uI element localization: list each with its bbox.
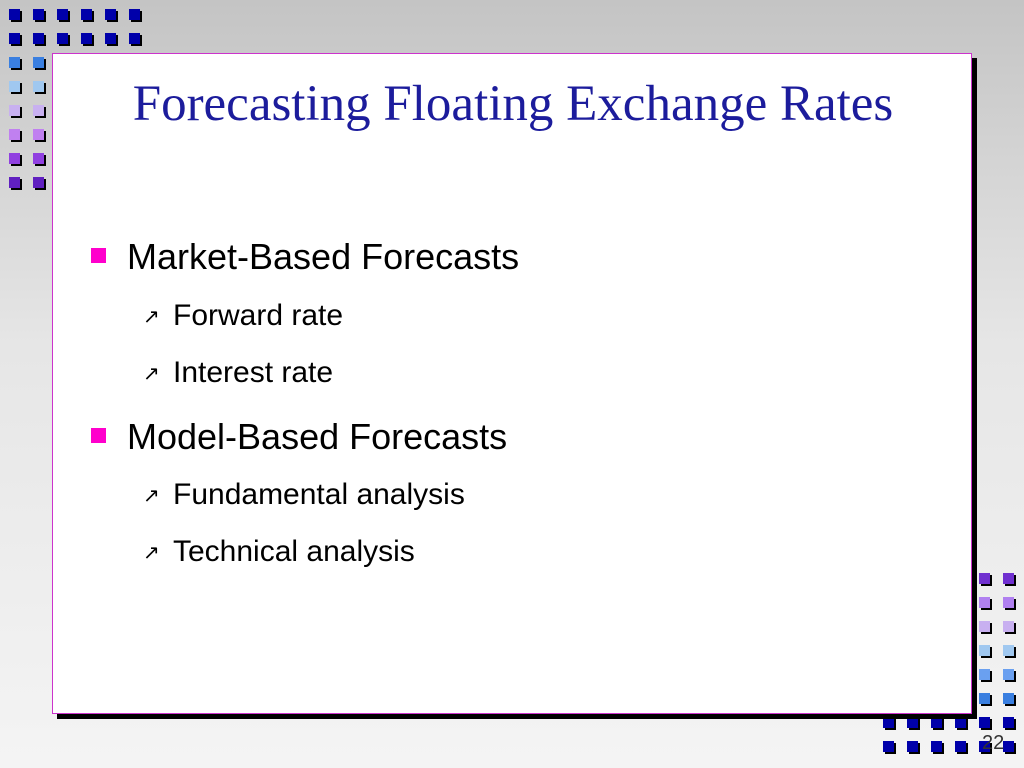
square: [33, 105, 44, 116]
bullet: Model-Based Forecasts: [91, 416, 508, 458]
square: [33, 33, 44, 44]
arrow: ↗: [143, 483, 160, 507]
square: [33, 9, 44, 20]
square: [9, 105, 20, 116]
sub-item: ↗ Interest rate: [143, 356, 334, 390]
square: [979, 645, 990, 656]
bullet: Market-Based Forecasts: [91, 236, 520, 278]
square: [883, 717, 894, 728]
square: [907, 717, 918, 728]
square: [931, 741, 942, 752]
square: [9, 129, 20, 140]
square: [955, 741, 966, 752]
square: [9, 57, 20, 68]
sub-item: ↗ Fundamental analysis: [143, 478, 465, 512]
page-number: 22: [982, 732, 1005, 754]
square: [1003, 693, 1014, 704]
square: [129, 9, 140, 20]
sub-item: ↗ Forward rate: [143, 299, 344, 333]
square: [129, 33, 140, 44]
square: [9, 177, 20, 188]
arrow: ↗: [143, 361, 160, 385]
slide-title: Forecasting Floating Exchange Rates: [132, 76, 894, 132]
square: [931, 717, 942, 728]
square: [955, 717, 966, 728]
sub-item: ↗ Technical analysis: [143, 535, 415, 569]
square: [907, 741, 918, 752]
square: [1003, 645, 1014, 656]
square: [979, 717, 990, 728]
sub-text: Fundamental analysis: [173, 478, 465, 511]
bullet-marker: [91, 428, 106, 443]
square: [57, 33, 68, 44]
square: [979, 573, 990, 584]
square: [9, 153, 20, 164]
sub-text: Forward rate: [173, 299, 344, 332]
square: [9, 81, 20, 92]
square: [979, 693, 990, 704]
square: [33, 57, 44, 68]
square: [1003, 717, 1014, 728]
square: [57, 9, 68, 20]
square: [979, 741, 990, 752]
square: [883, 741, 894, 752]
bullet-marker: [91, 248, 106, 263]
square: [9, 33, 20, 44]
square: [979, 669, 990, 680]
square: [33, 81, 44, 92]
slide: Forecasting Floating Exchange Rates Mark…: [52, 53, 972, 714]
square: [1003, 621, 1014, 632]
square: [979, 621, 990, 632]
square: [33, 129, 44, 140]
square: [1003, 597, 1014, 608]
square: [33, 153, 44, 164]
arrow: ↗: [143, 540, 160, 564]
sub-text: Technical analysis: [173, 535, 415, 568]
square: [105, 33, 116, 44]
bullet-text: Market-Based Forecasts: [127, 236, 520, 277]
square: [979, 597, 990, 608]
square: [81, 9, 92, 20]
square: [105, 9, 116, 20]
square: [1003, 573, 1014, 584]
square: [1003, 741, 1014, 752]
sub-text: Interest rate: [173, 356, 334, 389]
square: [81, 33, 92, 44]
square: [33, 177, 44, 188]
square: [9, 9, 20, 20]
bullet-text: Model-Based Forecasts: [127, 416, 508, 457]
arrow: ↗: [143, 304, 160, 328]
square: [1003, 669, 1014, 680]
